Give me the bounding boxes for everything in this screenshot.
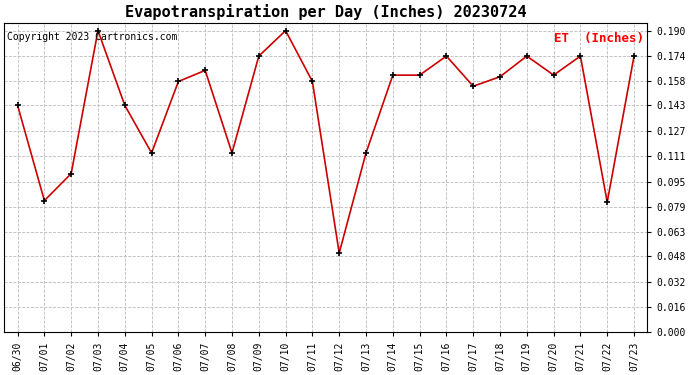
Text: Copyright 2023 Cartronics.com: Copyright 2023 Cartronics.com <box>8 32 178 42</box>
Title: Evapotranspiration per Day (Inches) 20230724: Evapotranspiration per Day (Inches) 2023… <box>125 4 526 20</box>
Text: ET  (Inches): ET (Inches) <box>554 32 644 45</box>
